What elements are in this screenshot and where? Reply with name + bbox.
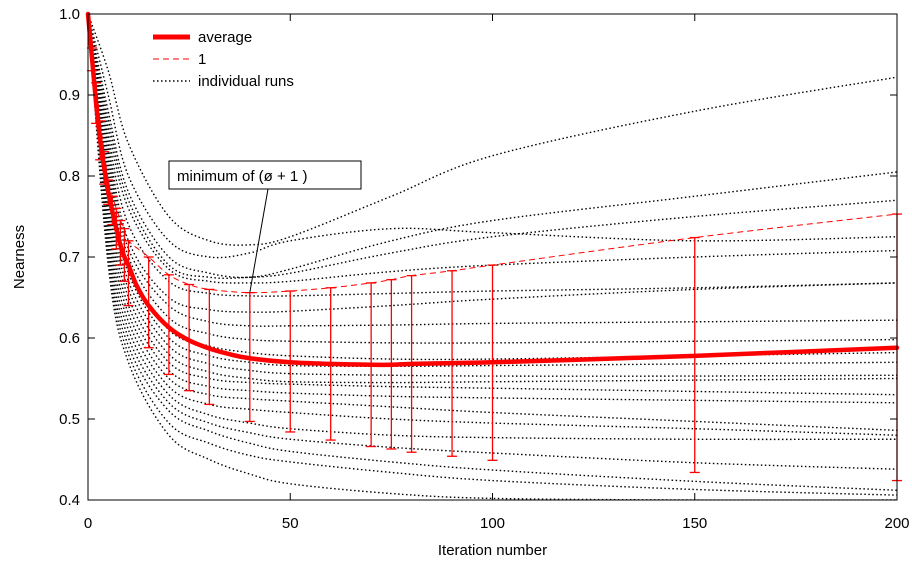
average-line [85, 11, 900, 368]
upper-bound-layer [88, 14, 897, 294]
individual-run-line-12 [88, 14, 897, 377]
error-bars-layer [87, 47, 902, 482]
x-tick-label: 200 [884, 515, 909, 532]
ticks-layer: 0 50 100 150 200 0.4 0.5 0.6 0.7 0.8 0.9 1.0 [59, 6, 909, 532]
annotation-text: minimum of (ø + 1 ) [177, 168, 307, 185]
individual-run-line-17 [88, 14, 897, 436]
error-bar [123, 240, 134, 307]
y-tick-label: 0.8 [59, 168, 80, 185]
x-tick-label: 100 [480, 515, 505, 532]
individual-run-line-20 [88, 14, 897, 491]
y-axis-title: Nearness [11, 225, 28, 289]
x-tick-label: 50 [282, 515, 299, 532]
x-tick-label: 150 [682, 515, 707, 532]
average-layer [85, 11, 900, 368]
annotation: minimum of (ø + 1 ) [168, 160, 362, 293]
y-tick-label: 0.4 [59, 492, 80, 509]
individual-run-line-4 [88, 14, 897, 280]
x-tick-label: 0 [84, 515, 92, 532]
individual-run-line-16 [88, 14, 897, 432]
y-tick-label: 0.7 [59, 249, 80, 266]
legend-label-1: 1 [198, 51, 206, 68]
annotation-leader-line [249, 188, 269, 293]
error-bar [184, 283, 195, 392]
legend-label-individual-runs: individual runs [198, 73, 294, 90]
individual-run-line-9 [88, 14, 897, 344]
y-tick-label: 1.0 [59, 6, 80, 23]
legend: average 1 individual runs [153, 29, 294, 90]
x-axis-title: Iteration number [438, 542, 547, 559]
y-tick-label: 0.5 [59, 411, 80, 428]
individual-run-line-2 [88, 14, 897, 259]
legend-label-average: average [198, 29, 252, 46]
individual-run-line-21 [88, 14, 897, 496]
individual-run-line-3 [88, 14, 897, 279]
individual-run-line-6 [88, 14, 897, 297]
individual-run-line-14 [88, 14, 897, 396]
annotation-box [168, 160, 362, 190]
individual-run-line-15 [88, 14, 897, 404]
individual-run-line-1 [88, 14, 897, 246]
individual-run-line-5 [88, 14, 897, 284]
individual-run-line-13 [88, 14, 897, 384]
upper-bound-line [88, 14, 897, 294]
y-tick-label: 0.9 [59, 87, 80, 104]
y-tick-label: 0.6 [59, 330, 80, 347]
individual-run-line-18 [88, 14, 897, 441]
